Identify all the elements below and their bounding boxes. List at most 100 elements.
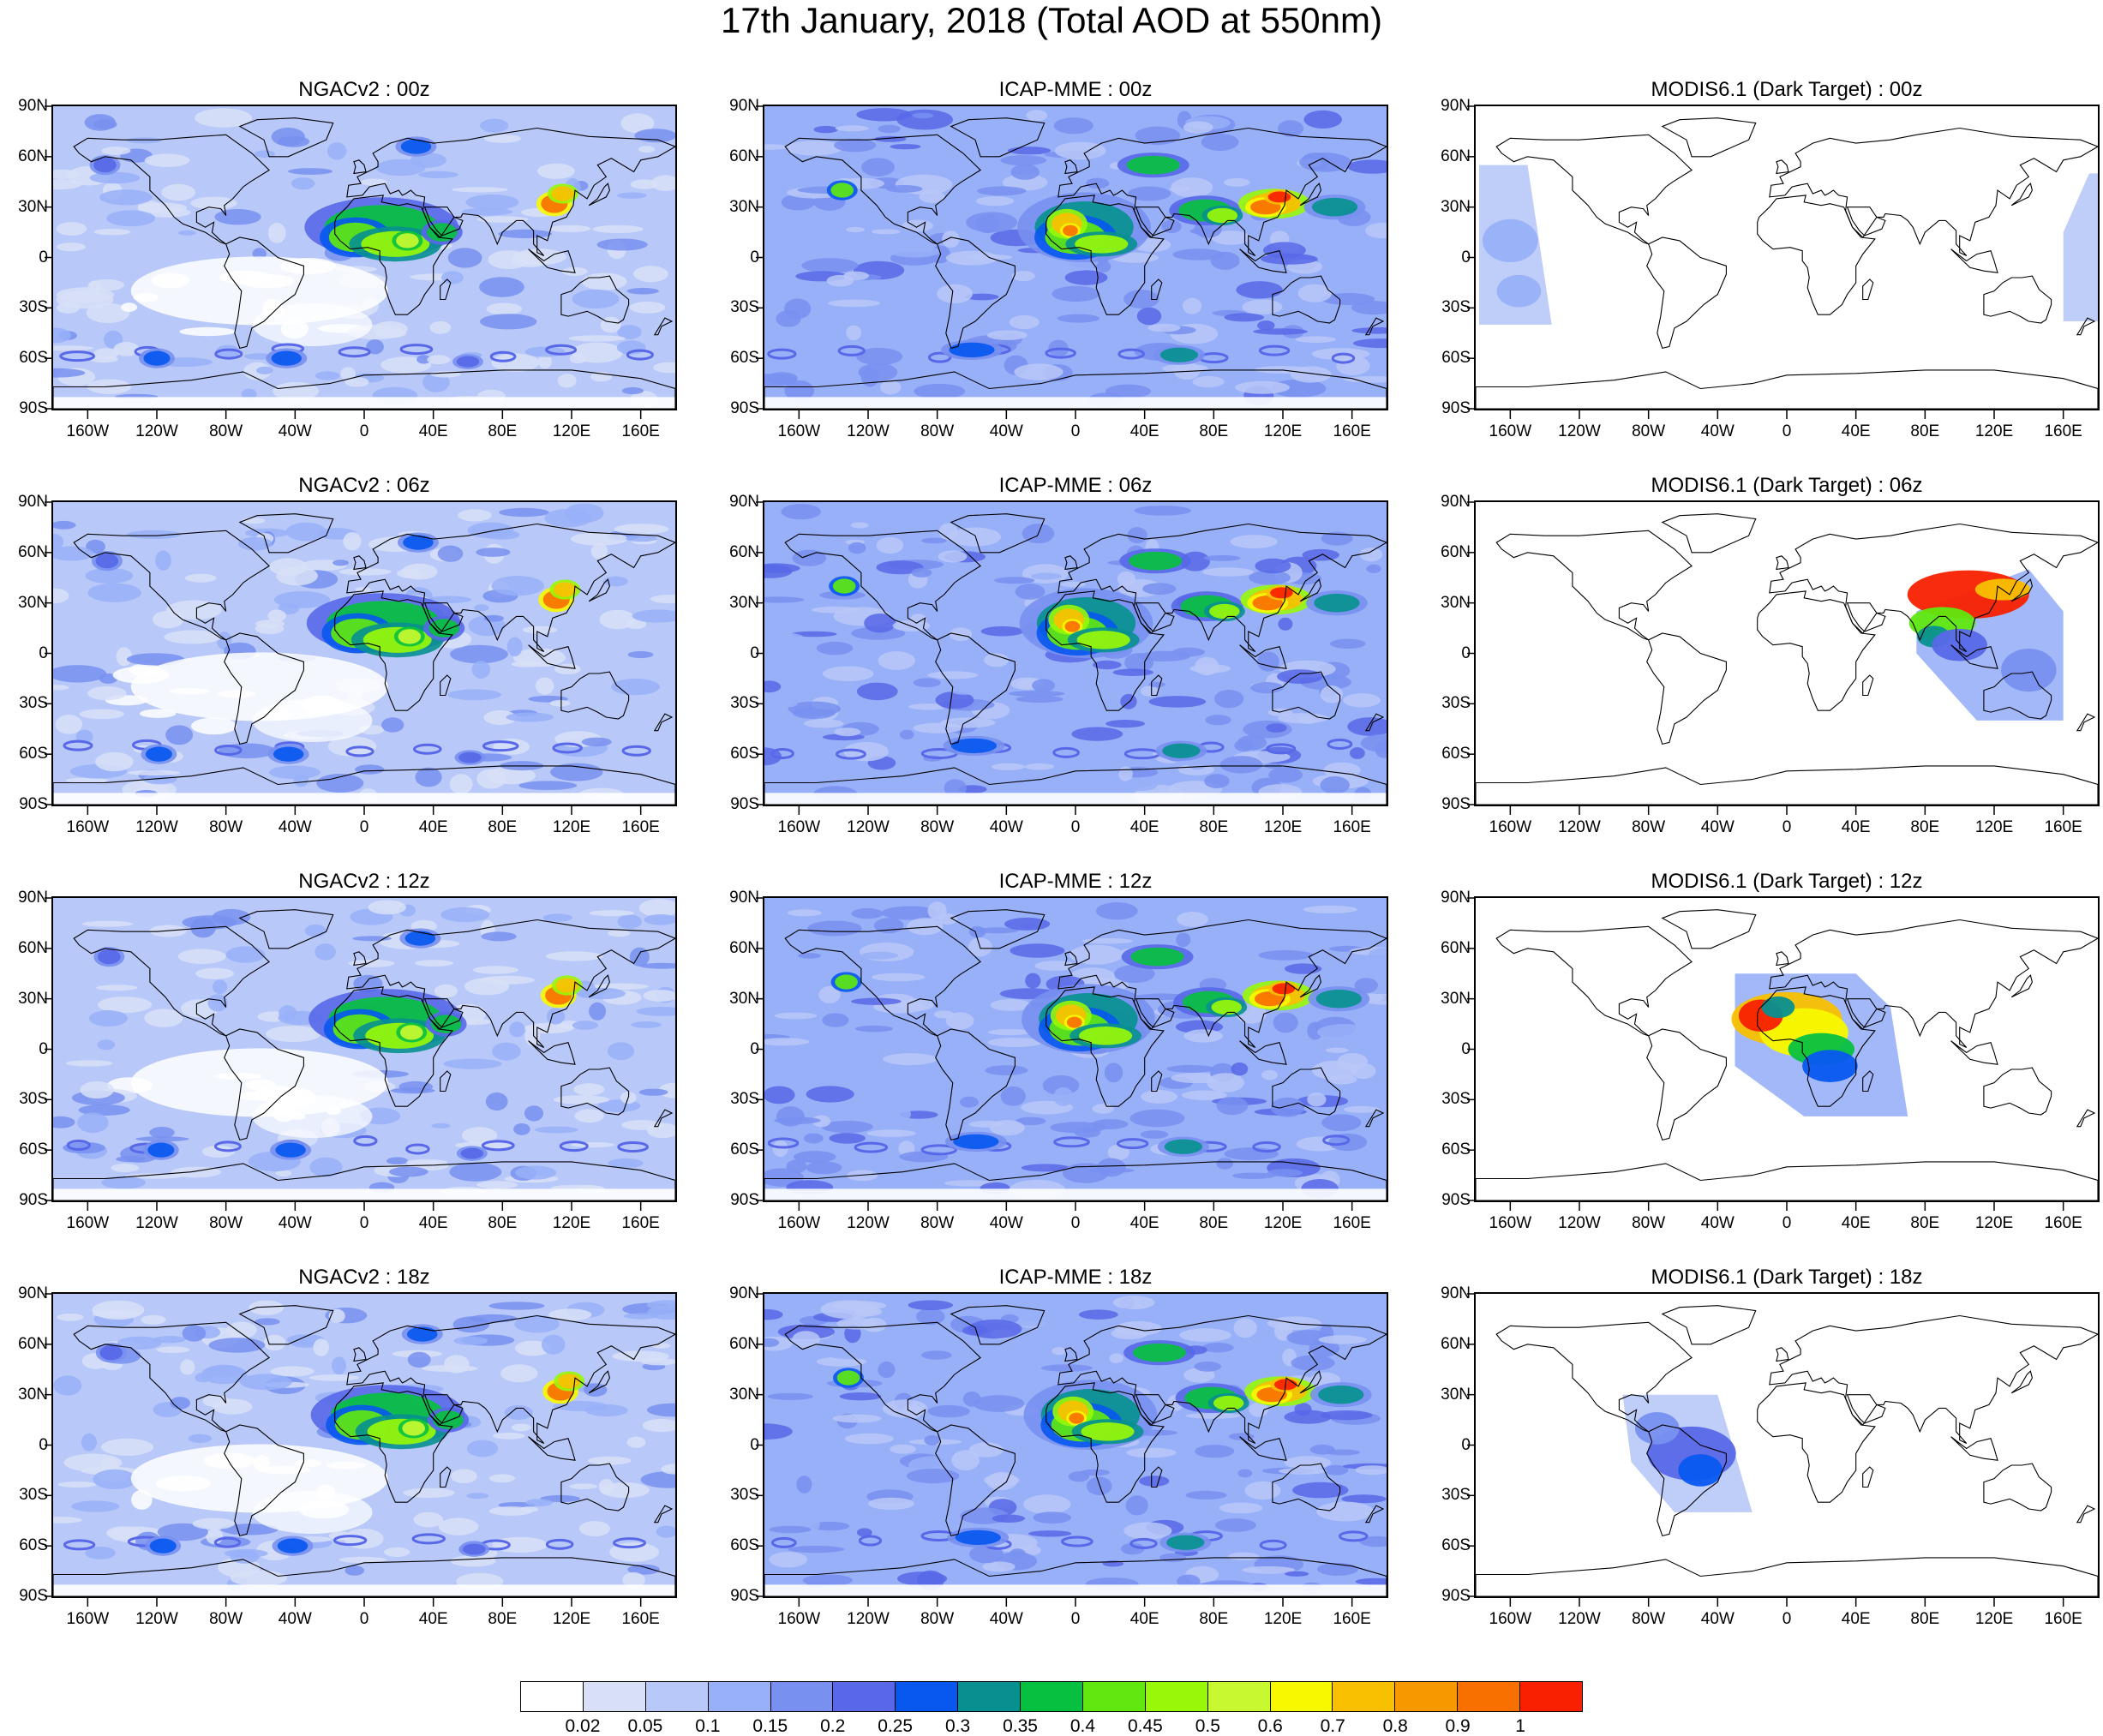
aod-patch — [980, 626, 1024, 637]
lon-tick-label: 80W — [209, 818, 243, 836]
aod-patch — [190, 196, 237, 210]
aod-patch — [911, 567, 932, 578]
lon-tick-label: 40W — [1700, 818, 1735, 836]
aod-patch — [438, 1518, 479, 1535]
panel-title: MODIS6.1 (Dark Target) : 06z — [1651, 474, 1923, 497]
lon-tick-label: 160E — [2044, 818, 2082, 836]
lat-tick-label: 30N — [1441, 593, 1471, 612]
colorbar-label: 0.8 — [1382, 1716, 1408, 1736]
aod-patch — [427, 596, 472, 603]
aod-patch — [642, 1419, 675, 1433]
aod-patch — [1000, 155, 1047, 166]
lat-tick-label: 0 — [39, 1435, 48, 1454]
coastline-australia — [560, 1067, 630, 1116]
aod-patch — [600, 1482, 650, 1499]
aod-patch — [492, 1432, 525, 1440]
coastline-eurasia — [1769, 523, 2098, 652]
coastline-madagascar — [1151, 1466, 1163, 1488]
aod-patch — [629, 302, 666, 314]
aod-patch — [1271, 379, 1327, 398]
lat-tick-label: 60S — [1441, 1536, 1471, 1555]
aod-patch — [871, 229, 901, 235]
aod-patch — [890, 1444, 916, 1454]
aod-swirl — [489, 350, 517, 362]
lat-tick-label: 90S — [730, 1191, 759, 1209]
aod-patch — [1285, 1571, 1309, 1577]
aod-patch — [1270, 1097, 1305, 1117]
aod-patch — [1127, 527, 1147, 544]
colorbar-label: 0.25 — [878, 1716, 914, 1736]
aod-swirl — [767, 348, 797, 360]
lon-tick-label: 80W — [920, 422, 955, 440]
aod-patch — [1009, 314, 1040, 330]
map-panel: NGACv2 : 00z 90N 60N 30N 0 30S 60S 90S 160W 120W 8… — [0, 77, 686, 471]
aod-patch — [1347, 159, 1387, 174]
aod-patch — [1205, 715, 1231, 726]
aod-patch — [569, 1483, 597, 1489]
aod-patch — [53, 327, 71, 344]
aod-patch — [1318, 1335, 1367, 1344]
lon-tick-label: 120W — [1558, 818, 1601, 836]
coastline-australia — [1272, 671, 1341, 720]
aod-swirl — [1052, 746, 1080, 758]
aod-patch — [851, 907, 884, 919]
aod-plume — [273, 746, 304, 762]
aod-plume — [404, 931, 436, 946]
colorbar-swatch — [1021, 1682, 1083, 1711]
aod-patch — [447, 689, 501, 701]
aod-patch — [767, 1392, 814, 1400]
aod-swirl — [213, 1140, 242, 1152]
aod-patch — [410, 153, 446, 168]
coastline-africa — [334, 590, 453, 711]
coastline-south-america — [224, 1424, 304, 1537]
lat-tick-label: 90N — [1441, 889, 1471, 907]
aod-patch — [157, 1523, 208, 1541]
aod-patch — [803, 719, 844, 728]
aod-patch — [858, 362, 898, 381]
coastline-uk — [1776, 555, 1789, 571]
map-panel: ICAP-MME : 18z 90N 60N 30N 0 30S 60S 90S 160W 120… — [711, 1265, 1397, 1659]
coastline-uk — [1064, 555, 1078, 571]
aod-patch — [368, 900, 407, 915]
aod-swirl — [1252, 1141, 1281, 1153]
aod-patch — [626, 1436, 646, 1448]
aod-patch — [1026, 110, 1047, 122]
aod-patch — [1257, 651, 1279, 672]
aod-patch — [449, 1162, 502, 1182]
lon-tick-label: 80W — [920, 1214, 955, 1232]
aod-swirl — [482, 740, 519, 752]
aod-patch — [1263, 242, 1306, 259]
aod-patch — [126, 137, 162, 144]
lon-tick-label: 80W — [209, 1214, 243, 1232]
aod-swirl — [213, 1536, 242, 1548]
aod-patch — [1183, 297, 1202, 314]
aod-swirl — [412, 743, 442, 755]
coastline-arabia — [1135, 207, 1175, 236]
aod-plume — [1126, 155, 1180, 175]
aod-patch — [596, 238, 648, 251]
aod-patch — [764, 680, 782, 693]
aod-patch — [860, 951, 899, 960]
lon-tick-label: 120W — [847, 818, 890, 836]
aod-patch — [75, 729, 93, 744]
lon-tick-label: 160W — [777, 422, 821, 440]
modis-retrieval — [2001, 649, 2057, 692]
aod-patch — [764, 730, 809, 737]
aod-patch — [912, 112, 934, 119]
aod-patch — [483, 614, 504, 622]
coastline-japan — [588, 183, 610, 207]
map-frame — [763, 1292, 1388, 1598]
aod-patch — [313, 1338, 330, 1356]
aod-patch — [1372, 928, 1387, 935]
aod-patch — [291, 177, 315, 190]
aod-patch — [764, 564, 793, 578]
aod-swirl — [770, 1536, 797, 1548]
aod-patch — [266, 1026, 321, 1043]
aod-patch — [144, 153, 190, 167]
coastline-africa — [1757, 1382, 1876, 1503]
aod-patch — [1000, 1086, 1026, 1106]
aod-patch — [241, 388, 257, 400]
aod-patch — [98, 997, 153, 1014]
coastline-new-zealand — [2076, 1109, 2096, 1128]
coastline-antarctica — [53, 1161, 675, 1200]
